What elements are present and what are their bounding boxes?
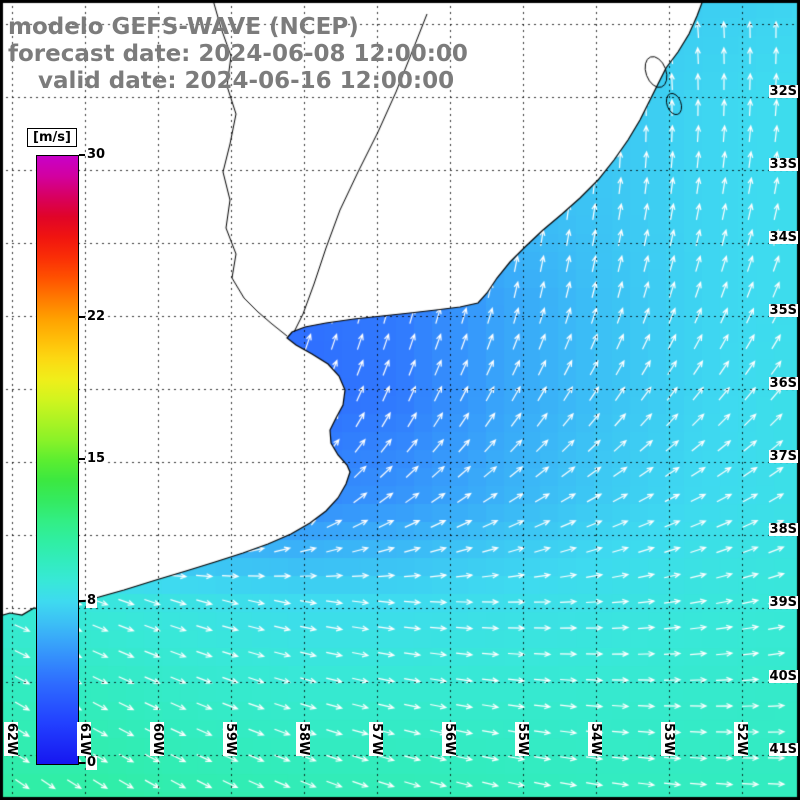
lon-label-60W: 60W (150, 722, 165, 757)
colorbar-tick (79, 154, 85, 156)
lat-label-33S: 33S (768, 157, 798, 172)
lon-label-54W: 54W (588, 722, 603, 757)
lat-label-41S: 41S (768, 742, 798, 757)
colorbar-tick-label-22: 22 (86, 309, 107, 325)
lon-label-59W: 59W (223, 722, 238, 757)
lat-label-37S: 37S (768, 449, 798, 464)
lat-label-36S: 36S (768, 376, 798, 391)
colorbar-unit-label: [m/s] (27, 128, 77, 147)
lon-label-58W: 58W (296, 722, 311, 757)
lat-label-35S: 35S (768, 303, 798, 318)
lon-label-55W: 55W (515, 722, 530, 757)
colorbar-tick-label-30: 30 (86, 147, 107, 162)
lat-label-34S: 34S (768, 230, 798, 245)
colorbar-tick (79, 458, 85, 460)
model-title: modelo GEFS-WAVE (NCEP) (8, 14, 359, 40)
colorbar-tick-label-8: 8 (86, 592, 98, 608)
lat-label-39S: 39S (768, 595, 798, 610)
lat-label-32S: 32S (768, 84, 798, 99)
colorbar-tick (79, 762, 85, 764)
lon-label-53W: 53W (661, 722, 676, 757)
lat-label-40S: 40S (768, 669, 798, 684)
colorbar-tick-label-0: 0 (86, 755, 98, 770)
colorbar-tick (79, 599, 85, 602)
lon-label-62W: 62W (4, 722, 19, 757)
colorbar-tick (79, 316, 85, 319)
forecast-date-line: forecast date: 2024-06-08 12:00:00 (8, 41, 468, 67)
lon-label-56W: 56W (442, 722, 457, 757)
lon-label-61W: 61W (77, 722, 92, 757)
valid-date-line: valid date: 2024-06-16 12:00:00 (38, 68, 455, 94)
lon-label-57W: 57W (369, 722, 384, 757)
lon-label-52W: 52W (734, 722, 749, 757)
lat-label-38S: 38S (768, 522, 798, 537)
colorbar-tick-label-15: 15 (86, 451, 107, 466)
colorbar (36, 155, 79, 765)
